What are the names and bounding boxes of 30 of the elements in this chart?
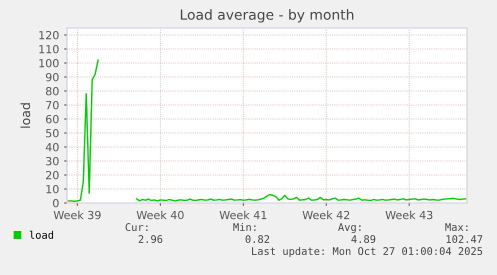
y-tick-label: 40 bbox=[46, 142, 59, 152]
y-tick-label: 110 bbox=[39, 44, 59, 54]
x-tick-label: Week 39 bbox=[54, 210, 101, 220]
y-tick-label: 20 bbox=[46, 170, 59, 180]
y-tick-label: 10 bbox=[46, 184, 59, 194]
x-tick-label: Week 42 bbox=[302, 210, 350, 220]
y-tick-label: 30 bbox=[46, 156, 59, 166]
text: Avg: bbox=[338, 223, 360, 234]
y-axis-title: load bbox=[20, 103, 30, 128]
chart-title: Load average - by month bbox=[180, 9, 354, 23]
text: 0.82 bbox=[246, 235, 270, 244]
y-tick-label: 90 bbox=[46, 72, 59, 82]
text: Last update: Mon Oct 27 01:00:04 2025 bbox=[252, 246, 482, 258]
y-tick-label: 70 bbox=[46, 100, 59, 110]
y-tick-label: 80 bbox=[46, 86, 59, 96]
text: 4.89 bbox=[351, 235, 376, 244]
y-tick-label: 100 bbox=[39, 58, 59, 68]
y-tick-label: 0 bbox=[53, 198, 59, 208]
text: 102.47 bbox=[446, 235, 482, 244]
text: Cur: bbox=[126, 223, 148, 232]
text: Max: bbox=[445, 223, 468, 232]
text: Min: bbox=[233, 222, 256, 231]
y-tick-label: 60 bbox=[46, 114, 59, 124]
text: 2.96 bbox=[138, 235, 162, 244]
legend-label: load bbox=[30, 230, 54, 239]
x-tick-label: Week 40 bbox=[136, 210, 184, 220]
x-tick-label: Week 41 bbox=[220, 210, 266, 220]
y-tick-label: 50 bbox=[46, 128, 59, 138]
x-tick-label: Week 43 bbox=[386, 210, 432, 220]
y-tick-label: 120 bbox=[39, 30, 59, 40]
